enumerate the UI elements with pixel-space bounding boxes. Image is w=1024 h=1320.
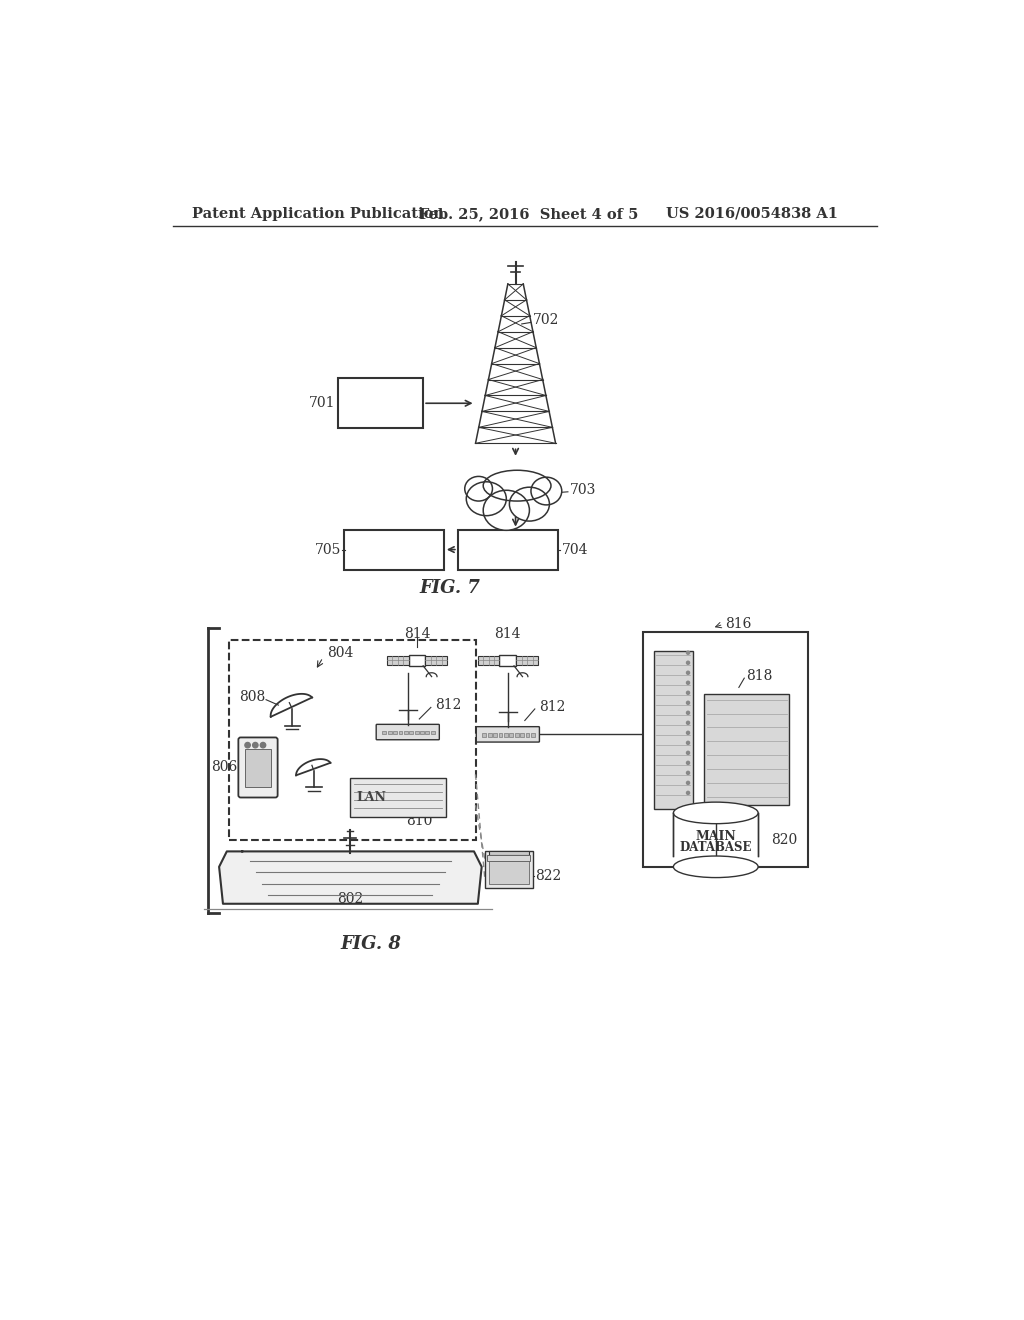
Ellipse shape: [674, 857, 758, 878]
Bar: [531, 733, 535, 737]
Ellipse shape: [674, 803, 758, 824]
Text: 820: 820: [771, 833, 798, 847]
Text: FIG. 7: FIG. 7: [419, 579, 480, 597]
Circle shape: [245, 742, 250, 748]
Circle shape: [686, 651, 689, 655]
Circle shape: [686, 681, 689, 684]
Text: 702: 702: [532, 313, 559, 327]
Bar: [398, 730, 402, 734]
Circle shape: [686, 781, 689, 784]
Bar: [229, 640, 475, 840]
Text: US 2016/0054838 A1: US 2016/0054838 A1: [666, 207, 838, 220]
Circle shape: [686, 671, 689, 675]
Bar: [494, 733, 497, 737]
Text: 804: 804: [327, 645, 353, 660]
Bar: [515, 733, 518, 737]
Bar: [520, 733, 524, 737]
Text: MAIN: MAIN: [695, 829, 736, 842]
Circle shape: [686, 661, 689, 664]
Text: 703: 703: [569, 483, 596, 498]
Text: 814: 814: [403, 627, 430, 642]
Text: FIG. 8: FIG. 8: [340, 935, 400, 953]
Bar: [482, 733, 486, 737]
Ellipse shape: [465, 477, 493, 502]
Bar: [458, 529, 558, 570]
Circle shape: [260, 742, 265, 748]
Bar: [487, 733, 492, 737]
Bar: [382, 730, 386, 734]
FancyBboxPatch shape: [376, 725, 439, 739]
Ellipse shape: [483, 470, 551, 502]
Circle shape: [686, 731, 689, 734]
Bar: [431, 730, 435, 734]
Bar: [525, 733, 529, 737]
Circle shape: [686, 742, 689, 744]
Bar: [425, 656, 447, 665]
Bar: [478, 656, 500, 665]
Bar: [654, 651, 692, 809]
Bar: [410, 730, 413, 734]
Polygon shape: [219, 851, 481, 904]
Ellipse shape: [483, 490, 529, 531]
Ellipse shape: [466, 482, 506, 516]
Circle shape: [686, 762, 689, 764]
Circle shape: [686, 692, 689, 694]
Text: 802: 802: [337, 892, 364, 906]
Bar: [705, 693, 788, 805]
Text: 822: 822: [536, 869, 562, 883]
Bar: [415, 730, 419, 734]
Text: 812: 812: [539, 700, 565, 714]
Text: DATABASE: DATABASE: [680, 841, 752, 854]
Bar: [504, 733, 508, 737]
Bar: [500, 655, 516, 665]
Text: 701: 701: [309, 396, 336, 411]
Bar: [388, 730, 391, 734]
Circle shape: [686, 721, 689, 725]
Text: 704: 704: [562, 543, 588, 557]
Text: Patent Application Publication: Patent Application Publication: [193, 207, 444, 220]
Circle shape: [686, 751, 689, 755]
FancyBboxPatch shape: [239, 738, 278, 797]
Text: 814: 814: [495, 627, 521, 642]
Bar: [245, 748, 271, 788]
Bar: [339, 378, 423, 428]
Circle shape: [686, 711, 689, 714]
Bar: [350, 779, 446, 817]
Text: 705: 705: [314, 543, 341, 557]
Circle shape: [253, 742, 258, 748]
Bar: [484, 851, 532, 888]
Text: 810: 810: [406, 813, 432, 828]
Text: LAN: LAN: [356, 791, 386, 804]
Bar: [403, 730, 408, 734]
Text: 812: 812: [435, 698, 461, 711]
Bar: [344, 529, 444, 570]
Bar: [487, 855, 530, 861]
Ellipse shape: [509, 487, 550, 521]
Text: Feb. 25, 2016  Sheet 4 of 5: Feb. 25, 2016 Sheet 4 of 5: [419, 207, 639, 220]
Bar: [393, 730, 397, 734]
Bar: [509, 733, 513, 737]
Text: 808: 808: [239, 690, 265, 705]
Bar: [420, 730, 424, 734]
Bar: [425, 730, 429, 734]
Bar: [488, 851, 528, 855]
Bar: [516, 656, 538, 665]
Text: 806: 806: [211, 760, 238, 775]
Text: 818: 818: [746, 669, 773, 682]
Bar: [409, 655, 425, 665]
Circle shape: [686, 701, 689, 705]
Bar: [674, 813, 758, 857]
Bar: [387, 656, 409, 665]
Bar: [499, 733, 503, 737]
Bar: [643, 632, 808, 867]
Text: 816: 816: [725, 618, 752, 631]
Circle shape: [686, 792, 689, 795]
FancyBboxPatch shape: [476, 726, 540, 742]
Ellipse shape: [531, 478, 562, 506]
Bar: [488, 858, 528, 884]
Circle shape: [686, 771, 689, 775]
